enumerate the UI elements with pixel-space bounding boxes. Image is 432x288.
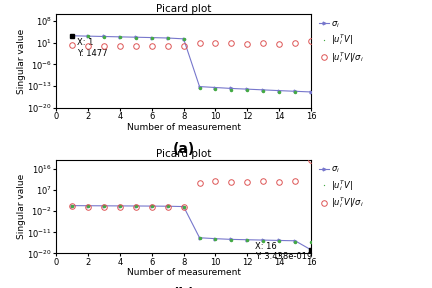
Text: X: 1
Y: 1477: X: 1 Y: 1477 <box>77 38 108 58</box>
Text: (b): (b) <box>172 287 195 288</box>
Text: (a): (a) <box>172 142 195 156</box>
Legend: $\sigma_i$, $|u_i^T V|$, $|u_i^T V|/\sigma_i$: $\sigma_i$, $|u_i^T V|$, $|u_i^T V|/\sig… <box>318 164 365 211</box>
Title: Picard plot: Picard plot <box>156 4 211 14</box>
X-axis label: Number of measurement: Number of measurement <box>127 268 241 277</box>
Y-axis label: Singular value: Singular value <box>17 29 26 94</box>
Text: X: 16
Y: 3.438e-019: X: 16 Y: 3.438e-019 <box>255 242 312 261</box>
Title: Picard plot: Picard plot <box>156 149 211 159</box>
Y-axis label: Singular value: Singular value <box>17 174 26 239</box>
X-axis label: Number of measurement: Number of measurement <box>127 123 241 132</box>
Legend: $\sigma_i$, $|u_i^T V|$, $|u_i^T V|/\sigma_i$: $\sigma_i$, $|u_i^T V|$, $|u_i^T V|/\sig… <box>318 18 365 66</box>
